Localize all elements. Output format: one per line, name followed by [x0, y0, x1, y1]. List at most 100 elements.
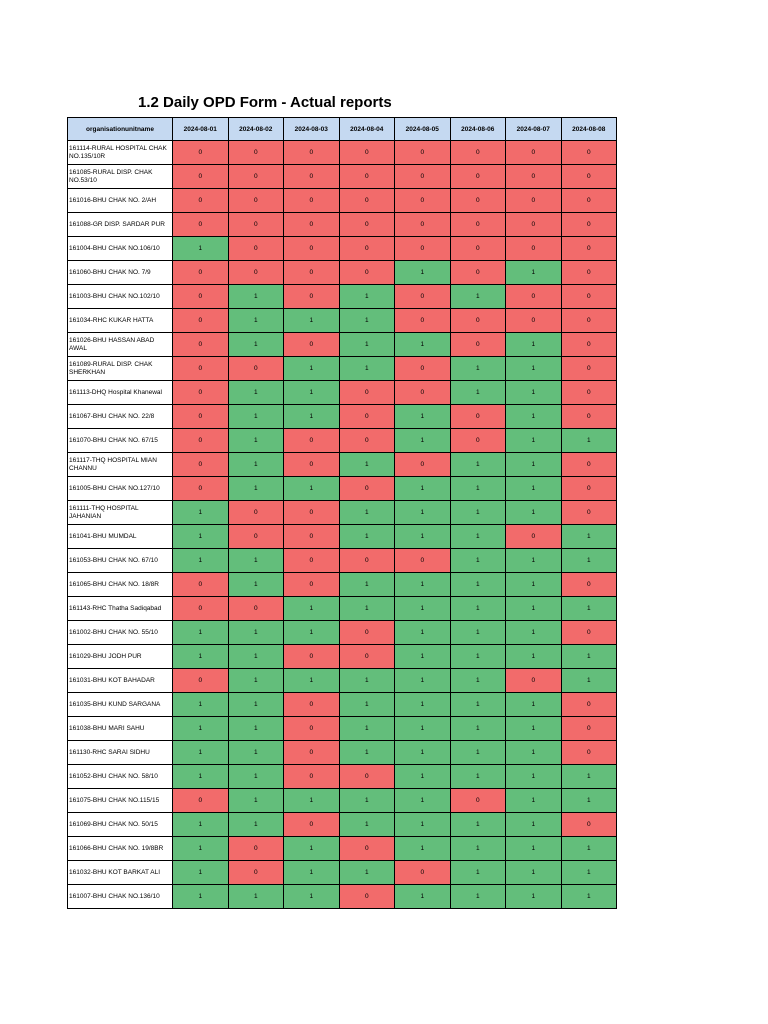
report-value-cell: 0	[394, 164, 451, 189]
report-value-cell: 1	[505, 500, 562, 525]
report-value-cell: 1	[560, 524, 617, 549]
report-value-cell: 0	[283, 284, 340, 309]
report-value-cell: 1	[449, 812, 506, 837]
report-value-cell: 1	[394, 644, 451, 669]
report-value-cell: 0	[283, 332, 340, 357]
organisation-unit-name: 161070-BHU CHAK NO. 67/15	[67, 428, 173, 453]
report-value-cell: 1	[394, 836, 451, 861]
report-value-cell: 0	[283, 212, 340, 237]
report-value-cell: 0	[227, 860, 284, 885]
report-value-cell: 0	[283, 764, 340, 789]
report-value-cell: 0	[505, 140, 562, 165]
report-value-cell: 1	[505, 428, 562, 453]
report-value-cell: 1	[172, 236, 229, 261]
report-value-cell: 1	[283, 404, 340, 429]
report-value-cell: 1	[560, 860, 617, 885]
report-value-cell: 1	[560, 836, 617, 861]
report-value-cell: 0	[505, 524, 562, 549]
report-value-cell: 1	[227, 404, 284, 429]
report-value-cell: 0	[283, 188, 340, 213]
organisation-unit-name: 161130-RHC SARAI SIDHU	[67, 740, 173, 765]
organisation-unit-name: 161002-BHU CHAK NO. 55/10	[67, 620, 173, 645]
report-value-cell: 1	[449, 284, 506, 309]
report-value-cell: 0	[338, 164, 395, 189]
report-value-cell: 0	[283, 236, 340, 261]
report-value-cell: 1	[338, 332, 395, 357]
report-value-cell: 1	[560, 788, 617, 813]
table-row: 161005-BHU CHAK NO.127/10 0 1 1 0 1 1 1 0	[67, 476, 617, 501]
report-value-cell: 0	[283, 140, 340, 165]
report-value-cell: 1	[172, 884, 229, 909]
report-value-cell: 0	[172, 164, 229, 189]
report-value-cell: 0	[560, 572, 617, 597]
table-row: 161002-BHU CHAK NO. 55/10 1 1 1 0 1 1 1 0	[67, 620, 617, 645]
report-value-cell: 0	[560, 332, 617, 357]
opd-report-table: organisationunitname 2024-08-01 2024-08-…	[67, 117, 617, 909]
report-value-cell: 1	[505, 476, 562, 501]
report-value-cell: 0	[172, 332, 229, 357]
report-value-cell: 1	[172, 548, 229, 573]
report-value-cell: 1	[338, 452, 395, 477]
table-row: 161066-BHU CHAK NO. 19/8BR 1 0 1 0 1 1 1 1	[67, 836, 617, 861]
report-value-cell: 0	[283, 644, 340, 669]
report-value-cell: 0	[172, 140, 229, 165]
organisation-unit-name: 161053-BHU CHAK NO. 67/10	[67, 548, 173, 573]
report-value-cell: 0	[449, 164, 506, 189]
report-value-cell: 0	[505, 212, 562, 237]
report-value-cell: 1	[449, 740, 506, 765]
report-value-cell: 1	[449, 764, 506, 789]
report-value-cell: 1	[227, 740, 284, 765]
report-value-cell: 1	[505, 572, 562, 597]
table-row: 161114-RURAL HOSPITAL CHAK NO.135/10R 0 0 0…	[67, 140, 617, 165]
report-value-cell: 0	[227, 596, 284, 621]
report-value-cell: 0	[449, 404, 506, 429]
report-value-cell: 0	[560, 620, 617, 645]
report-value-cell: 0	[172, 260, 229, 285]
report-value-cell: 1	[283, 476, 340, 501]
report-value-cell: 1	[449, 548, 506, 573]
report-value-cell: 0	[172, 380, 229, 405]
report-value-cell: 1	[560, 644, 617, 669]
report-value-cell: 1	[338, 284, 395, 309]
organisation-unit-name: 161007-BHU CHAK NO.136/10	[67, 884, 173, 909]
organisation-unit-name: 161041-BHU MUMDAL	[67, 524, 173, 549]
report-value-cell: 0	[560, 236, 617, 261]
report-value-cell: 1	[394, 524, 451, 549]
report-value-cell: 1	[505, 692, 562, 717]
report-value-cell: 0	[505, 188, 562, 213]
report-value-cell: 1	[338, 572, 395, 597]
table-row: 161035-BHU KUND SARGANA 1 1 0 1 1 1 1 0	[67, 692, 617, 717]
report-value-cell: 1	[394, 260, 451, 285]
organisation-unit-name: 161026-BHU HASSAN ABAD AWAL	[67, 332, 173, 357]
column-header-organisation: organisationunitname	[67, 117, 173, 141]
report-value-cell: 1	[227, 788, 284, 813]
organisation-unit-name: 161031-BHU KOT BAHADAR	[67, 668, 173, 693]
table-row: 161060-BHU CHAK NO. 7/9 0 0 0 0 1 0 1 0	[67, 260, 617, 285]
report-value-cell: 0	[227, 164, 284, 189]
report-value-cell: 0	[560, 812, 617, 837]
report-value-cell: 0	[227, 236, 284, 261]
report-value-cell: 0	[338, 236, 395, 261]
report-value-cell: 1	[227, 428, 284, 453]
report-value-cell: 0	[227, 188, 284, 213]
report-value-cell: 1	[449, 836, 506, 861]
report-value-cell: 0	[560, 692, 617, 717]
report-value-cell: 1	[560, 668, 617, 693]
report-value-cell: 0	[394, 212, 451, 237]
report-value-cell: 0	[283, 812, 340, 837]
report-value-cell: 0	[283, 260, 340, 285]
report-value-cell: 0	[560, 452, 617, 477]
report-value-cell: 0	[227, 140, 284, 165]
report-value-cell: 1	[505, 884, 562, 909]
report-value-cell: 1	[227, 284, 284, 309]
report-value-cell: 1	[227, 716, 284, 741]
report-value-cell: 0	[172, 284, 229, 309]
table-row: 161117-THQ HOSPITAL MIAN CHANNU 0 1 0 1 0 1 1 0	[67, 452, 617, 477]
report-value-cell: 1	[394, 476, 451, 501]
report-value-cell: 0	[338, 476, 395, 501]
table-row: 161034-RHC KUKAR HATTA 0 1 1 1 0 0 0 0	[67, 308, 617, 333]
report-value-cell: 1	[505, 260, 562, 285]
report-value-cell: 0	[449, 428, 506, 453]
report-value-cell: 1	[560, 548, 617, 573]
organisation-unit-name: 161060-BHU CHAK NO. 7/9	[67, 260, 173, 285]
